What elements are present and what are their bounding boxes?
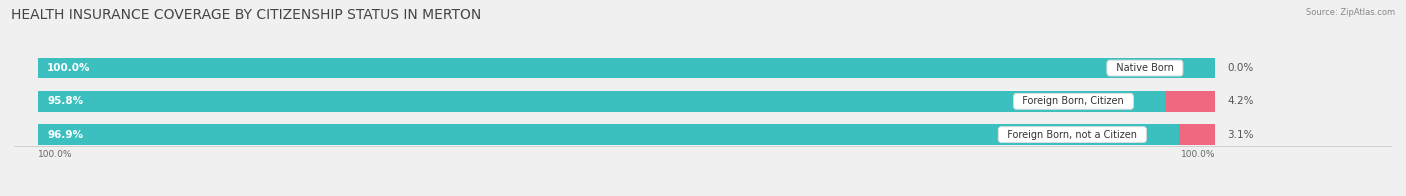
Bar [1166,91,1215,112]
Text: Native Born: Native Born [1109,63,1180,73]
Bar [38,58,1215,78]
Text: 0.0%: 0.0% [1227,63,1253,73]
Bar [38,58,1215,78]
Text: 100.0%: 100.0% [38,150,72,159]
Bar [38,91,1166,112]
Text: Foreign Born, not a Citizen: Foreign Born, not a Citizen [1001,130,1143,140]
Text: Source: ZipAtlas.com: Source: ZipAtlas.com [1306,8,1395,17]
Text: Foreign Born, Citizen: Foreign Born, Citizen [1017,96,1130,106]
Bar [1178,124,1215,145]
Text: 96.9%: 96.9% [46,130,83,140]
Text: HEALTH INSURANCE COVERAGE BY CITIZENSHIP STATUS IN MERTON: HEALTH INSURANCE COVERAGE BY CITIZENSHIP… [11,8,481,22]
Text: 3.1%: 3.1% [1227,130,1254,140]
Bar [38,91,1215,112]
Bar [38,124,1178,145]
Text: 100.0%: 100.0% [46,63,90,73]
Text: 95.8%: 95.8% [46,96,83,106]
Text: 4.2%: 4.2% [1227,96,1254,106]
Bar [38,124,1215,145]
Text: 100.0%: 100.0% [1181,150,1215,159]
